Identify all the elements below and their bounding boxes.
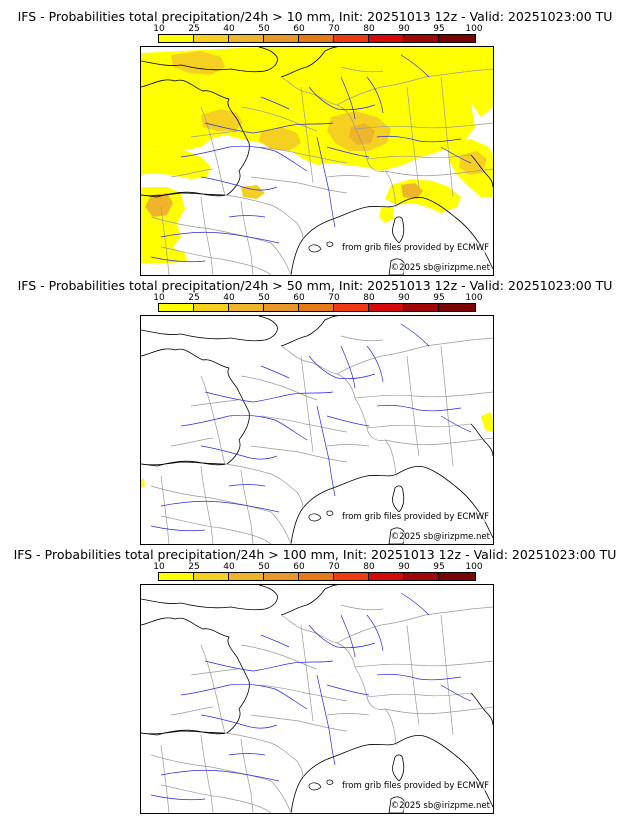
- legend-tick-label: 90: [398, 293, 410, 303]
- map-panel-10mm: IFS - Probabilities total precipitation/…: [0, 10, 630, 278]
- probability-legend: 10 25 40 50 60 70 80 90 95 100: [153, 24, 483, 44]
- legend-color-bar: [158, 34, 476, 43]
- legend-swatch: [159, 35, 194, 42]
- legend-tick-label: 25: [188, 24, 200, 34]
- legend-swatch: [229, 35, 264, 42]
- legend-tick-label: 80: [363, 24, 375, 34]
- legend-tick-label: 40: [223, 24, 235, 34]
- map-canvas: [141, 316, 493, 544]
- legend-swatch: [159, 573, 194, 580]
- legend-swatch: [334, 304, 369, 311]
- legend-tick-label: 40: [223, 293, 235, 303]
- panel-title: IFS - Probabilities total precipitation/…: [13, 547, 617, 562]
- legend-swatch: [229, 573, 264, 580]
- legend-swatch: [194, 304, 229, 311]
- legend-swatch: [404, 304, 439, 311]
- legend-swatch: [194, 35, 229, 42]
- copyright-credit: ©2025 sb@irizpme.net: [390, 532, 490, 542]
- copyright-credit: ©2025 sb@irizpme.net: [390, 263, 490, 273]
- legend-tick-label: 70: [328, 24, 340, 34]
- legend-swatch: [369, 35, 404, 42]
- legend-swatch: [159, 304, 194, 311]
- probability-legend: 10 25 40 50 60 70 80 90 95 100: [153, 293, 483, 313]
- data-source-credit: from grib files provided by ECMWF: [342, 512, 489, 522]
- legend-swatch: [334, 573, 369, 580]
- legend-swatch: [369, 573, 404, 580]
- legend-swatch: [299, 35, 334, 42]
- legend-tick-label: 50: [258, 293, 270, 303]
- legend-tick-label: 10: [153, 24, 165, 34]
- panel-title: IFS - Probabilities total precipitation/…: [17, 9, 613, 24]
- legend-tick-label: 25: [188, 293, 200, 303]
- legend-tick-label: 70: [328, 293, 340, 303]
- probability-legend: 10 25 40 50 60 70 80 90 95 100: [153, 562, 483, 582]
- probability-map: from grib files provided by ECMWF ©2025 …: [140, 315, 494, 545]
- legend-tick-label: 90: [398, 562, 410, 572]
- precip-probability-shading: [141, 412, 493, 488]
- legend-swatch: [299, 573, 334, 580]
- legend-swatch: [264, 35, 299, 42]
- legend-tick-label: 80: [363, 293, 375, 303]
- probability-map: from grib files provided by ECMWF ©2025 …: [140, 584, 494, 814]
- legend-tick-label: 90: [398, 24, 410, 34]
- legend-tick-label: 60: [293, 24, 305, 34]
- legend-tick-label: 100: [465, 562, 483, 572]
- legend-tick-label: 95: [433, 293, 445, 303]
- legend-color-bar: [158, 303, 476, 312]
- map-canvas: [141, 47, 493, 275]
- legend-color-bar: [158, 572, 476, 581]
- legend-swatch: [194, 573, 229, 580]
- legend-tick-label: 95: [433, 24, 445, 34]
- legend-tick-label: 80: [363, 562, 375, 572]
- map-panel-50mm: IFS - Probabilities total precipitation/…: [0, 279, 630, 547]
- legend-swatch: [439, 35, 475, 42]
- legend-swatch: [229, 304, 264, 311]
- legend-swatch: [404, 573, 439, 580]
- legend-swatch: [439, 304, 475, 311]
- legend-swatch: [369, 304, 404, 311]
- data-source-credit: from grib files provided by ECMWF: [342, 781, 489, 791]
- legend-tick-label: 10: [153, 562, 165, 572]
- map-panel-100mm: IFS - Probabilities total precipitation/…: [0, 548, 630, 816]
- legend-swatch: [334, 35, 369, 42]
- legend-tick-label: 40: [223, 562, 235, 572]
- legend-tick-label: 70: [328, 562, 340, 572]
- legend-tick-label: 50: [258, 562, 270, 572]
- legend-swatch: [299, 304, 334, 311]
- legend-tick-label: 60: [293, 562, 305, 572]
- legend-tick-label: 50: [258, 24, 270, 34]
- probability-map: from grib files provided by ECMWF ©2025 …: [140, 46, 494, 276]
- legend-tick-label: 10: [153, 293, 165, 303]
- legend-tick-label: 100: [465, 293, 483, 303]
- legend-tick-label: 100: [465, 24, 483, 34]
- map-canvas: [141, 585, 493, 813]
- legend-tick-label: 95: [433, 562, 445, 572]
- legend-swatch: [264, 304, 299, 311]
- legend-swatch: [264, 573, 299, 580]
- panel-title: IFS - Probabilities total precipitation/…: [17, 278, 613, 293]
- legend-tick-label: 25: [188, 562, 200, 572]
- copyright-credit: ©2025 sb@irizpme.net: [390, 801, 490, 811]
- legend-swatch: [439, 573, 475, 580]
- legend-tick-label: 60: [293, 293, 305, 303]
- data-source-credit: from grib files provided by ECMWF: [342, 243, 489, 253]
- legend-swatch: [404, 35, 439, 42]
